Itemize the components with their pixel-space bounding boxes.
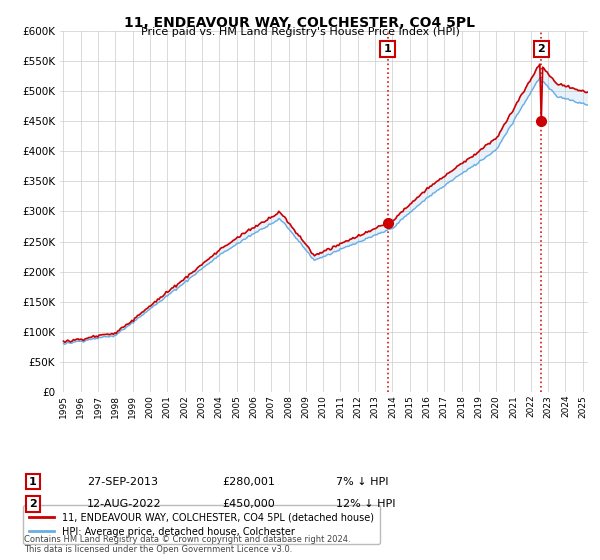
Text: 12-AUG-2022: 12-AUG-2022 bbox=[87, 499, 161, 509]
Text: 1: 1 bbox=[384, 44, 392, 54]
Text: 2: 2 bbox=[538, 44, 545, 54]
Text: 1: 1 bbox=[29, 477, 37, 487]
Text: Contains HM Land Registry data © Crown copyright and database right 2024.
This d: Contains HM Land Registry data © Crown c… bbox=[24, 535, 350, 554]
Text: 12% ↓ HPI: 12% ↓ HPI bbox=[336, 499, 395, 509]
Text: 7% ↓ HPI: 7% ↓ HPI bbox=[336, 477, 389, 487]
Text: 2: 2 bbox=[29, 499, 37, 509]
Text: Price paid vs. HM Land Registry's House Price Index (HPI): Price paid vs. HM Land Registry's House … bbox=[140, 27, 460, 37]
Text: £450,000: £450,000 bbox=[222, 499, 275, 509]
Legend: 11, ENDEAVOUR WAY, COLCHESTER, CO4 5PL (detached house), HPI: Average price, det: 11, ENDEAVOUR WAY, COLCHESTER, CO4 5PL (… bbox=[23, 505, 380, 544]
Text: 11, ENDEAVOUR WAY, COLCHESTER, CO4 5PL: 11, ENDEAVOUR WAY, COLCHESTER, CO4 5PL bbox=[125, 16, 476, 30]
Text: 27-SEP-2013: 27-SEP-2013 bbox=[87, 477, 158, 487]
Text: £280,001: £280,001 bbox=[222, 477, 275, 487]
